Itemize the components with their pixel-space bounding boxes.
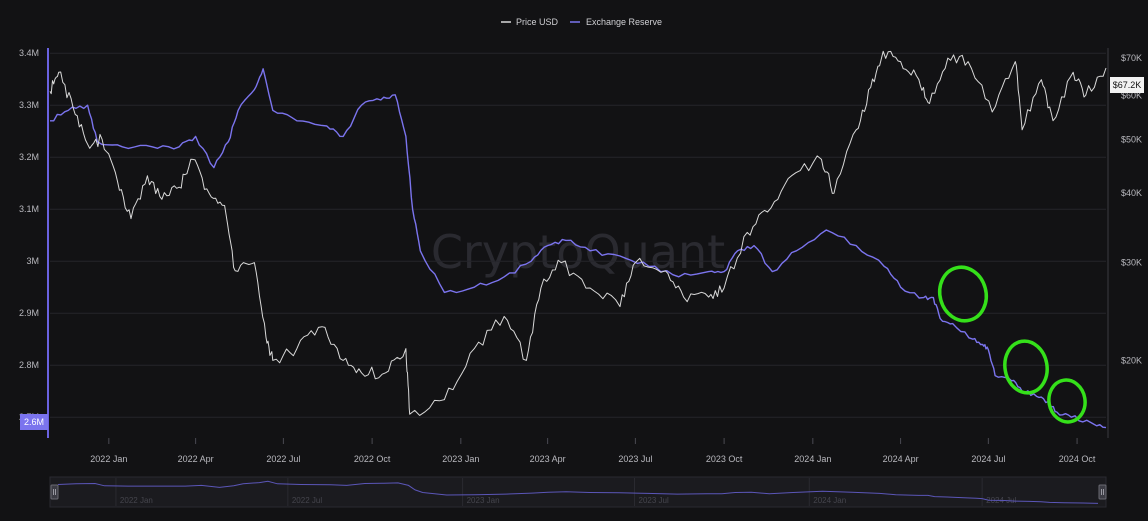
- left-tick-label: 3.3M: [19, 100, 39, 110]
- x-tick-label: 2022 Jan: [90, 454, 127, 464]
- right-tick-label: $20K: [1121, 355, 1142, 365]
- legend-label-price: Price USD: [516, 17, 559, 27]
- x-tick-label: 2023 Jan: [442, 454, 479, 464]
- left-tick-label: 3.1M: [19, 204, 39, 214]
- x-tick-label: 2022 Oct: [354, 454, 391, 464]
- x-axis: 2022 Jan 2022 Apr 2022 Jul 2022 Oct 2023 Jan…: [90, 438, 1096, 464]
- navigator-label: 2022 Jul: [292, 496, 322, 505]
- left-tick-label: 3.4M: [19, 48, 39, 58]
- right-axis: $70K $60K $50K $40K $30K $20K: [1121, 53, 1142, 365]
- left-tick-label: 2.8M: [19, 360, 39, 370]
- navigator-handle-left[interactable]: [50, 484, 59, 500]
- navigator-label: 2024 Jan: [813, 496, 846, 505]
- right-current-badge-text: $67.2K: [1113, 80, 1142, 90]
- x-tick-label: 2022 Jul: [266, 454, 300, 464]
- x-tick-label: 2023 Apr: [530, 454, 566, 464]
- x-tick-label: 2024 Jul: [971, 454, 1005, 464]
- legend-label-reserve: Exchange Reserve: [586, 17, 662, 27]
- right-tick-label: $30K: [1121, 258, 1142, 268]
- legend: Price USD Exchange Reserve: [501, 17, 662, 27]
- left-tick-label: 3.2M: [19, 152, 39, 162]
- x-tick-label: 2022 Apr: [178, 454, 214, 464]
- navigator-handle-right[interactable]: [1098, 484, 1107, 500]
- right-tick-label: $40K: [1121, 188, 1142, 198]
- legend-item-reserve[interactable]: Exchange Reserve: [570, 17, 662, 27]
- right-current-badge-bg: [1110, 77, 1144, 93]
- navigator[interactable]: 2022 Jan 2022 Jul 2023 Jan 2023 Jul 2024 Jan…: [49, 476, 1107, 508]
- grid: [50, 52, 1106, 418]
- left-current-badge-bg: [20, 414, 48, 430]
- right-current-badge: $67.2K: [1110, 77, 1144, 93]
- x-tick-label: 2024 Apr: [883, 454, 919, 464]
- navigator-series: [57, 480, 1099, 504]
- annotation-circle-3: [1047, 378, 1087, 424]
- right-tick-label: $50K: [1121, 134, 1142, 144]
- left-current-badge-text: 2.6M: [24, 417, 44, 427]
- left-current-badge: 2.6M: [20, 414, 48, 430]
- navigator-label: 2023 Jan: [467, 496, 500, 505]
- annotations: [937, 265, 1087, 424]
- annotation-circle-1: [937, 265, 989, 323]
- watermark: CryptoQuant: [431, 225, 725, 279]
- right-tick-label: $70K: [1121, 53, 1142, 63]
- left-tick-label: 2.9M: [19, 308, 39, 318]
- series-line-reserve[interactable]: [50, 68, 1107, 429]
- x-tick-label: 2024 Jan: [794, 454, 831, 464]
- x-tick-label: 2024 Oct: [1059, 454, 1096, 464]
- annotation-circle-2: [1003, 339, 1049, 395]
- left-tick-label: 3M: [26, 256, 39, 266]
- navigator-label: 2023 Jul: [639, 496, 669, 505]
- navigator-label: 2022 Jan: [120, 496, 153, 505]
- x-tick-label: 2023 Jul: [618, 454, 652, 464]
- series-line-price[interactable]: [49, 50, 1107, 416]
- legend-item-price[interactable]: Price USD: [501, 17, 559, 27]
- series-layer: [49, 50, 1107, 429]
- right-tick-label: $60K: [1121, 90, 1142, 100]
- x-tick-label: 2023 Oct: [706, 454, 743, 464]
